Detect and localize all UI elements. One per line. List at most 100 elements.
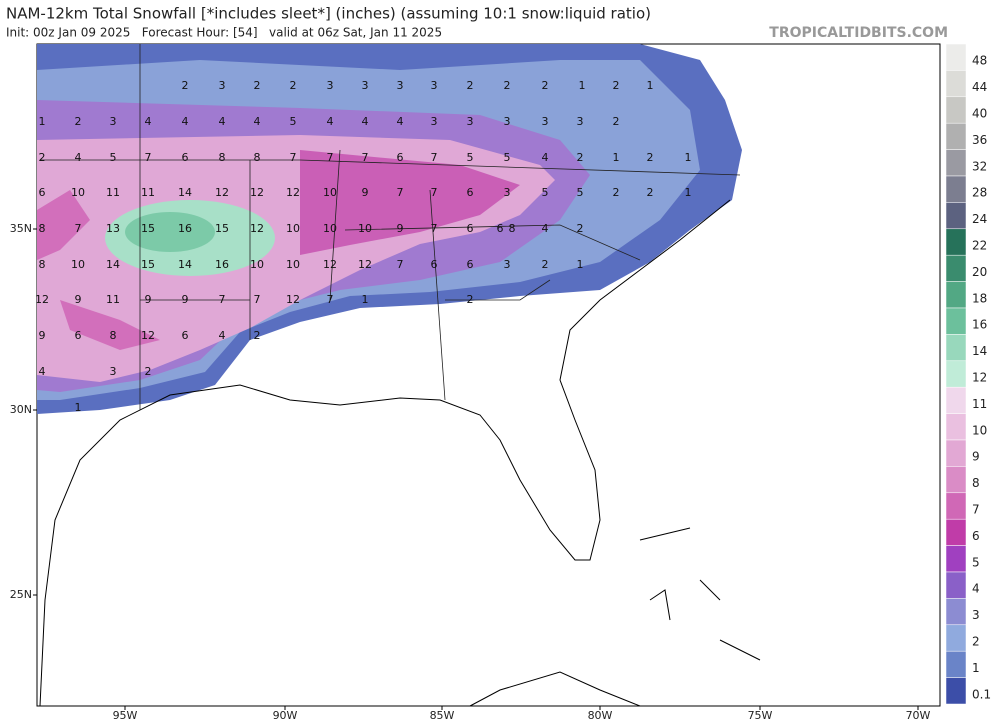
snow-amount: 3 (431, 79, 438, 92)
colorbar-swatch (945, 677, 967, 705)
snow-amount: 10 (323, 186, 337, 199)
snow-amount: 7 (362, 151, 369, 164)
snow-amount: 10 (250, 258, 264, 271)
snow-amount: 2 (254, 79, 261, 92)
snow-amount: 11 (141, 186, 155, 199)
snow-amount: 10 (71, 186, 85, 199)
colorbar-label: 12 (972, 370, 987, 384)
lat-label: 30N (10, 403, 32, 416)
snow-amount: 6 (39, 186, 46, 199)
snow-amount: 9 (397, 222, 404, 235)
colorbar-swatch (945, 518, 967, 546)
colorbar-label: 8 (972, 476, 980, 490)
colorbar-label: 5 (972, 555, 980, 569)
snow-amount: 6 (397, 151, 404, 164)
colorbar-label: 22 (972, 238, 987, 252)
snow-amount: 2 (467, 79, 474, 92)
snow-magenta-west (37, 190, 160, 350)
colorbar-label: 40 (972, 106, 987, 120)
colorbar-swatch (945, 43, 967, 71)
colorbar-label: 14 (972, 344, 987, 358)
snow-amount: 3 (577, 115, 584, 128)
snow-amount: 1 (685, 151, 692, 164)
colorbar-label: 6 (972, 529, 980, 543)
snow-amount: 2 (75, 115, 82, 128)
colorbar-label: 20 (972, 265, 987, 279)
snow-amount: 10 (286, 222, 300, 235)
snow-amount: 12 (323, 258, 337, 271)
map-area (36, 43, 941, 707)
snow-amount: 3 (110, 365, 117, 378)
snow-amount: 9 (145, 293, 152, 306)
snow-amount: 8 (254, 151, 261, 164)
snow-amount: 10 (358, 222, 372, 235)
snow-amount: 12 (250, 186, 264, 199)
snow-amount: 2 (577, 151, 584, 164)
colorbar-label: 24 (972, 212, 987, 226)
snow-amount: 1 (75, 401, 82, 414)
snow-amount: 4 (254, 115, 261, 128)
subtitle: Init: 00z Jan 09 2025 Forecast Hour: [54… (6, 26, 442, 40)
snow-amount: 2 (542, 79, 549, 92)
snow-amount: 3 (327, 79, 334, 92)
snow-amount: 15 (215, 222, 229, 235)
snow-amount: 7 (397, 258, 404, 271)
snow-amount: 7 (145, 151, 152, 164)
colorbar-swatch (945, 307, 967, 335)
snow-amount: 4 (219, 115, 226, 128)
colorbar-label: 18 (972, 291, 987, 305)
snow-amount: 15 (141, 222, 155, 235)
snow-amount: 2 (467, 293, 474, 306)
colorbar-label: 32 (972, 159, 987, 173)
colorbar-swatch (945, 70, 967, 98)
snow-amount: 6 (497, 222, 504, 235)
snow-amount: 7 (290, 151, 297, 164)
snow-amount: 13 (106, 222, 120, 235)
colorbar-label: 36 (972, 133, 987, 147)
snow-amount: 7 (431, 186, 438, 199)
snow-amount: 11 (106, 186, 120, 199)
snow-amount: 7 (75, 222, 82, 235)
snow-amount: 6 (467, 258, 474, 271)
snow-amount: 2 (504, 79, 511, 92)
snow-amount: 3 (397, 79, 404, 92)
colorbar-label: 16 (972, 318, 987, 332)
snow-amount: 12 (286, 186, 300, 199)
snow-amount: 3 (504, 186, 511, 199)
colorbar-swatch (945, 466, 967, 494)
snow-amount: 9 (39, 329, 46, 342)
lon-label: 80W (588, 709, 613, 722)
snow-amount: 7 (431, 222, 438, 235)
colorbar-swatch (945, 439, 967, 467)
colorbar-swatch (945, 413, 967, 441)
lat-label: 25N (10, 588, 32, 601)
snow-amount: 10 (286, 258, 300, 271)
islands (469, 527, 761, 707)
snow-amount: 7 (327, 293, 334, 306)
snow-amount: 2 (647, 186, 654, 199)
snow-amount: 4 (327, 115, 334, 128)
colorbar-swatch (945, 571, 967, 599)
snow-amount: 3 (467, 115, 474, 128)
snow-amount: 12 (35, 293, 49, 306)
title: NAM-12km Total Snowfall [*includes sleet… (6, 5, 651, 23)
snow-amount: 6 (182, 329, 189, 342)
snow-amount: 1 (613, 151, 620, 164)
snow-amount: 1 (39, 115, 46, 128)
snow-amount: 8 (509, 222, 516, 235)
snow-amount: 7 (397, 186, 404, 199)
colorbar-label: 28 (972, 186, 987, 200)
lon-label: 90W (273, 709, 298, 722)
snow-amount: 14 (178, 186, 192, 199)
snow-amount: 5 (577, 186, 584, 199)
colorbar-label: 10 (972, 423, 987, 437)
colorbar-swatch (945, 386, 967, 414)
coastline (39, 199, 731, 707)
colorbar-label: 4 (972, 582, 980, 596)
snow-amount: 1 (362, 293, 369, 306)
snow-amount: 4 (75, 151, 82, 164)
snow-amount: 15 (141, 258, 155, 271)
snow-amount: 5 (542, 186, 549, 199)
